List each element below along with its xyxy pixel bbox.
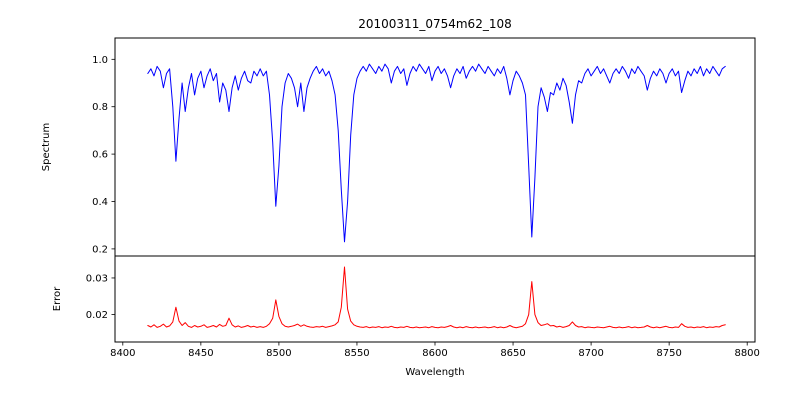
x-tick-label: 8500 <box>266 348 291 359</box>
y-tick-label: 1.0 <box>92 55 108 66</box>
y-tick-label: 0.02 <box>86 310 108 321</box>
x-tick-label: 8400 <box>110 348 135 359</box>
x-tick-label: 8550 <box>344 348 369 359</box>
y-tick-label: 0.6 <box>92 150 108 161</box>
error-line <box>147 266 726 329</box>
x-tick-label: 8600 <box>422 348 447 359</box>
y-axis-label-spectrum: Spectrum <box>41 123 52 171</box>
x-tick-label: 8750 <box>656 348 681 359</box>
y-tick-label: 0.03 <box>86 273 108 284</box>
chart-title: 20100311_0754m62_108 <box>358 17 511 31</box>
spectrum-line <box>147 63 726 243</box>
panel-border-error <box>114 255 756 343</box>
y-tick-label: 0.4 <box>92 197 108 208</box>
y-axis-label-error: Error <box>52 286 63 311</box>
y-tick-label: 0.2 <box>92 244 108 255</box>
x-axis-label: Wavelength <box>405 367 464 378</box>
y-tick-label: 0.8 <box>92 102 108 113</box>
x-tick-label: 8800 <box>734 348 759 359</box>
x-tick-label: 8700 <box>578 348 603 359</box>
x-tick-label: 8450 <box>188 348 213 359</box>
x-tick-label: 8650 <box>500 348 525 359</box>
